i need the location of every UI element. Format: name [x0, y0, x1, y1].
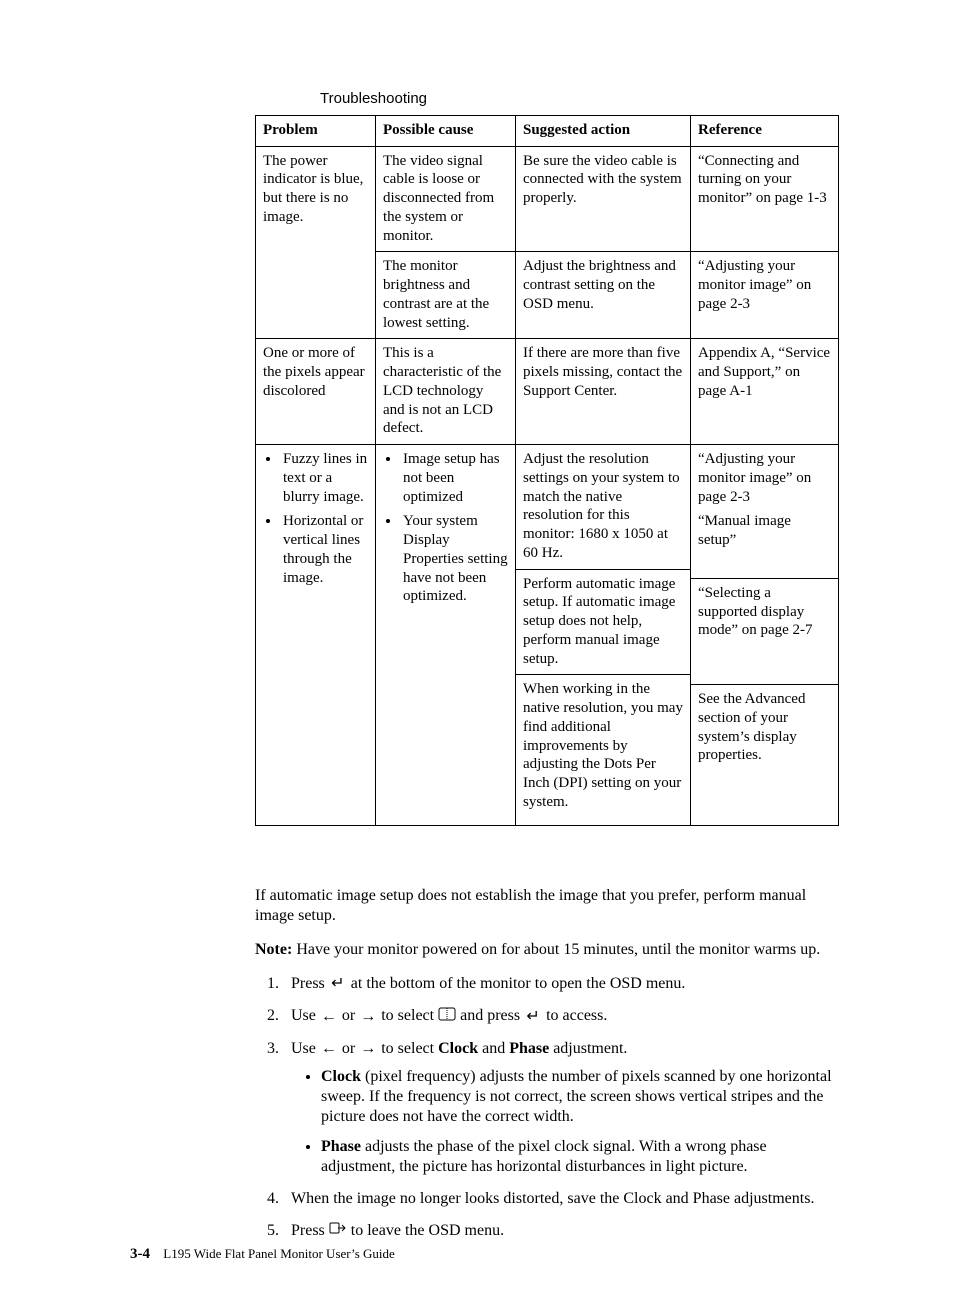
right-arrow-icon: → [359, 1039, 377, 1059]
step-text: Press [291, 975, 329, 992]
clock-label: Clock [321, 1068, 361, 1085]
steps-list: Press ↵ at the bottom of the monitor to … [255, 974, 844, 1241]
right-arrow-icon: → [359, 1007, 377, 1027]
step-text: and press [456, 1007, 524, 1024]
step-item: Use ← or → to select Clock and Phase adj… [283, 1039, 844, 1177]
step-text: to leave the OSD menu. [347, 1222, 504, 1239]
page-footer: 3-4 L195 Wide Flat Panel Monitor User’s … [130, 1245, 395, 1264]
cell-reference: “Connecting and turning on your monitor”… [691, 146, 839, 252]
step-text: or [338, 1040, 359, 1057]
step-item: When the image no longer looks distorted… [283, 1189, 844, 1209]
sub-text: adjusts the phase of the pixel clock sig… [321, 1138, 767, 1175]
footer-title: L195 Wide Flat Panel Monitor User’s Guid… [163, 1246, 395, 1261]
step-text: to select [377, 1040, 438, 1057]
step-item: Use ← or → to select and press ↵ to acce… [283, 1006, 844, 1026]
step-text: to access. [542, 1007, 607, 1024]
left-arrow-icon: ← [320, 1007, 338, 1027]
page-number: 3-4 [130, 1246, 150, 1262]
cell-action-sub: Perform automatic image setup. If automa… [516, 569, 690, 675]
cell-cause: The monitor brightness and contrast are … [376, 252, 516, 339]
note-paragraph: Note: Have your monitor powered on for a… [255, 940, 844, 960]
step-text: Press [291, 1222, 329, 1239]
col-header-problem: Problem [256, 115, 376, 146]
phase-label: Phase [509, 1040, 549, 1057]
table-row: One or more of the pixels appear discolo… [256, 339, 839, 445]
list-item: Your system Display Properties setting h… [401, 512, 508, 606]
sub-list: Clock (pixel frequency) adjusts the numb… [291, 1067, 844, 1177]
troubleshooting-table: Problem Possible cause Suggested action … [255, 115, 839, 826]
cell-cause: The video signal cable is loose or disco… [376, 146, 516, 252]
step-text: adjustment. [549, 1040, 627, 1057]
step-text: Use [291, 1040, 320, 1057]
document-page: Troubleshooting Problem Possible cause S… [0, 0, 954, 1293]
step-text: Use [291, 1007, 320, 1024]
col-header-reference: Reference [691, 115, 839, 146]
cell-action-sub: When working in the native resolution, y… [516, 674, 690, 817]
phase-label: Phase [321, 1138, 361, 1155]
cell-problem: Fuzzy lines in text or a blurry image. H… [256, 445, 376, 826]
cell-reference: “Adjusting your monitor image” on page 2… [691, 445, 839, 826]
section-title: Troubleshooting [320, 90, 844, 109]
cell-action: Adjust the resolution settings on your s… [516, 445, 691, 826]
ref-text: “Manual image setup” [698, 512, 831, 550]
exit-icon [329, 1221, 347, 1241]
left-arrow-icon: ← [320, 1039, 338, 1059]
note-text: Have your monitor powered on for about 1… [292, 941, 820, 958]
list-item: Image setup has not been optimized [401, 450, 508, 506]
cell-reference-sub: See the Advanced section of your system’… [691, 684, 838, 825]
table-row: Fuzzy lines in text or a blurry image. H… [256, 445, 839, 826]
step-text: and [478, 1040, 509, 1057]
cell-reference: “Adjusting your monitor image” on page 2… [691, 252, 839, 339]
note-label: Note: [255, 941, 292, 958]
table-header-row: Problem Possible cause Suggested action … [256, 115, 839, 146]
body-text: If automatic image setup does not establ… [255, 886, 844, 1241]
cell-cause: Image setup has not been optimized Your … [376, 445, 516, 826]
step-item: Press to leave the OSD menu. [283, 1221, 844, 1241]
paragraph: If automatic image setup does not establ… [255, 886, 844, 926]
step-text: at the bottom of the monitor to open the… [347, 975, 686, 992]
cell-cause: This is a characteristic of the LCD tech… [376, 339, 516, 445]
list-item: Horizontal or vertical lines through the… [281, 512, 368, 587]
sub-text: (pixel frequency) adjusts the number of … [321, 1068, 832, 1125]
ref-text: “Adjusting your monitor image” on page 2… [698, 450, 831, 506]
col-header-action: Suggested action [516, 115, 691, 146]
step-text: or [338, 1007, 359, 1024]
cell-reference-sub: “Selecting a supported display mode” on … [691, 578, 838, 684]
sub-item: Phase adjusts the phase of the pixel clo… [321, 1137, 844, 1177]
cell-reference-sub: “Adjusting your monitor image” on page 2… [691, 445, 838, 578]
enter-icon: ↵ [524, 1007, 542, 1027]
cell-action: Be sure the video cable is connected wit… [516, 146, 691, 252]
cell-problem: The power indicator is blue, but there i… [256, 146, 376, 339]
image-setup-icon [438, 1007, 456, 1027]
list-item: Fuzzy lines in text or a blurry image. [281, 450, 368, 506]
sub-item: Clock (pixel frequency) adjusts the numb… [321, 1067, 844, 1127]
step-text: to select [377, 1007, 438, 1024]
col-header-cause: Possible cause [376, 115, 516, 146]
table-row: The power indicator is blue, but there i… [256, 146, 839, 252]
cell-action: Adjust the brightness and contrast setti… [516, 252, 691, 339]
clock-label: Clock [438, 1040, 478, 1057]
cell-action-sub: Adjust the resolution settings on your s… [516, 445, 690, 569]
step-item: Press ↵ at the bottom of the monitor to … [283, 974, 844, 994]
cell-problem: One or more of the pixels appear discolo… [256, 339, 376, 445]
enter-icon: ↵ [329, 974, 347, 994]
cell-reference: Appendix A, “Service and Support,” on pa… [691, 339, 839, 445]
cell-action: If there are more than five pixels missi… [516, 339, 691, 445]
